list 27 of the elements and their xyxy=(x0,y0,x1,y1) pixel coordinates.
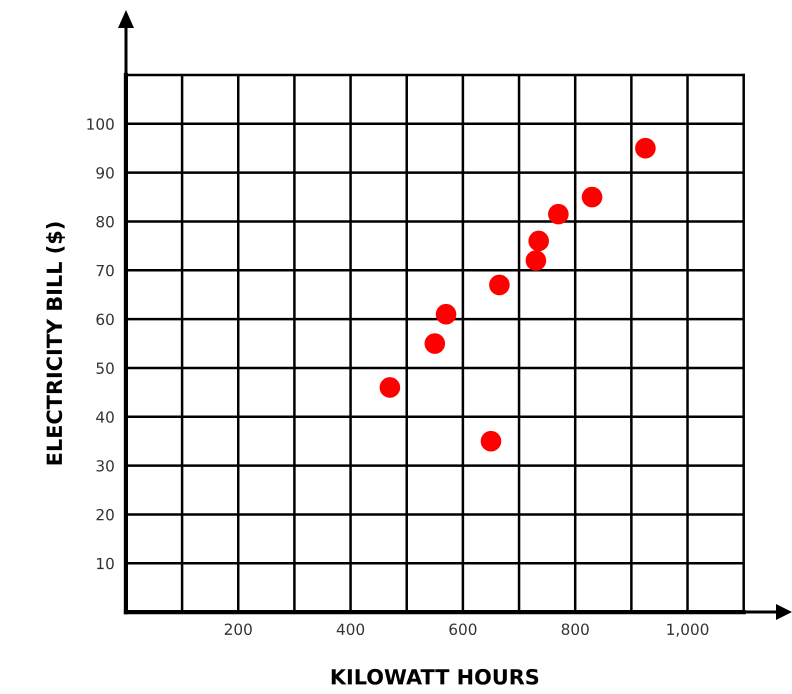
point xyxy=(635,138,656,158)
point xyxy=(582,186,602,208)
y-tick-label: 50 xyxy=(96,362,114,374)
y-tick-label: 90 xyxy=(96,167,114,179)
x-tick-label: 200 xyxy=(224,623,252,636)
point xyxy=(489,274,510,296)
point xyxy=(480,430,502,452)
point xyxy=(424,333,446,354)
point xyxy=(436,304,456,325)
point xyxy=(526,250,546,271)
x-axis-title: KILOWATT HOURS xyxy=(332,668,538,685)
y-tick-label: 100 xyxy=(87,118,114,130)
y-tick-label: 70 xyxy=(96,264,114,276)
x-tick-label: 800 xyxy=(562,623,589,636)
y-tick-label: 60 xyxy=(96,314,114,326)
y-tick-label: 40 xyxy=(96,411,114,423)
x-tick-label: 1,000 xyxy=(667,623,708,637)
y-tick-label: 80 xyxy=(96,216,114,228)
y-tick-label: 30 xyxy=(96,460,114,472)
y-tick-label: 20 xyxy=(96,508,114,520)
point xyxy=(528,230,550,252)
point xyxy=(548,204,569,224)
y-tick-label: 10 xyxy=(97,558,114,570)
x-tick-label: 400 xyxy=(336,623,364,636)
x-tick-label: 600 xyxy=(449,623,476,636)
point xyxy=(380,377,400,398)
y-axis-title: ELECTRICITY BILL ($) xyxy=(46,222,65,464)
